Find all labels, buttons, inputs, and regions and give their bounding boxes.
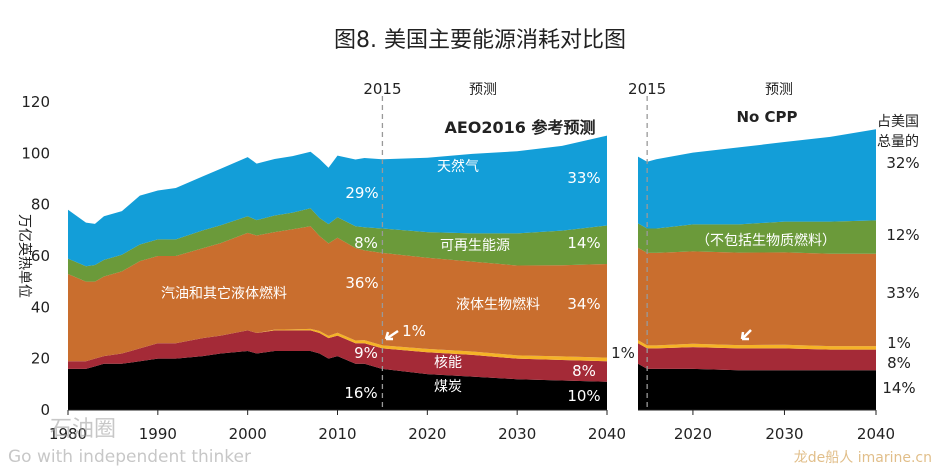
area-coal <box>68 350 607 410</box>
area-nuclear <box>638 343 876 371</box>
watermark-slogan: Go with independent thinker <box>8 447 251 467</box>
watermark-site: 龙de船人 imarine.cn <box>794 450 932 466</box>
end-share-renewables: 14% <box>567 234 600 252</box>
series-label-renewables: 可再生能源 <box>440 238 510 254</box>
projection-label: 预测 <box>469 82 497 98</box>
series-label-natural-gas: 天然气 <box>437 158 479 175</box>
y-axis: 0 20 40 60 80 100 120 <box>21 93 50 419</box>
area-natural-gas <box>68 135 607 267</box>
series-label-coal: 煤炭 <box>434 379 462 395</box>
end-share-renewables: 12% <box>886 226 919 244</box>
series-label-petroleum: 汽油和其它液体燃料 <box>161 285 287 302</box>
y-tick-label: 100 <box>21 144 50 162</box>
end-share-biofuels: 1% <box>887 334 911 352</box>
area-liquid-biofuels <box>68 328 607 362</box>
start-share-natural-gas: 29% <box>345 184 378 202</box>
series-label-nuclear: 核能 <box>434 355 462 371</box>
share-header-line2: 总量的 <box>877 134 919 150</box>
projection-label: 预测 <box>765 82 793 98</box>
start-share-biofuels: 1% <box>402 322 426 340</box>
arrow-icon <box>384 329 399 341</box>
end-share-petroleum: 33% <box>886 284 919 302</box>
x-tick-label: 2020 <box>408 425 446 443</box>
start-share-renewables: 8% <box>354 234 378 252</box>
start-share-coal: 16% <box>344 384 377 402</box>
y-axis-label: 万亿英热单位 <box>16 214 33 298</box>
panel-title: No CPP <box>736 108 797 126</box>
y-tick-label: 0 <box>40 401 50 419</box>
area-petroleum-liquids <box>638 247 876 347</box>
x-tick-label: 2000 <box>229 425 267 443</box>
area-renewables <box>638 220 876 254</box>
area-renewables <box>68 208 607 282</box>
y-tick-label: 60 <box>31 247 50 265</box>
end-share-natural-gas: 33% <box>567 169 600 187</box>
end-share-coal: 10% <box>567 387 600 405</box>
panel-title: AEO2016 参考预测 <box>444 118 595 137</box>
start-share-nuclear: 9% <box>354 344 378 362</box>
marker-year-label: 2015 <box>363 80 401 98</box>
y-tick-label: 120 <box>21 93 50 111</box>
y-tick-label: 80 <box>31 196 50 214</box>
series-label-biofuels: 液体生物燃料 <box>456 296 540 313</box>
end-share-biofuels: 34% <box>567 295 600 313</box>
area-petroleum-liquids <box>68 226 607 362</box>
watermark-logo-text: 石油圈 <box>50 417 116 442</box>
area-coal <box>638 363 876 410</box>
x-tick-label: 2010 <box>318 425 356 443</box>
chart-title: 图8. 美国主要能源消耗对比图 <box>334 28 626 53</box>
y-tick-label: 40 <box>31 298 50 316</box>
end-share-nuclear: 8% <box>887 354 911 372</box>
x-tick-label: 2030 <box>498 425 536 443</box>
area-liquid-biofuels <box>638 340 876 350</box>
marker-year-label: 2015 <box>628 80 666 98</box>
gap-share-label: 1% <box>611 344 635 362</box>
area-natural-gas <box>638 129 876 229</box>
watermarks: 石油圈 Go with independent thinker 龙de船人 im… <box>8 417 932 467</box>
share-header-line1: 占美国 <box>877 114 919 130</box>
y-tick-label: 20 <box>31 350 50 368</box>
panel-aeo2016-reference: 1980 1990 2000 2010 2020 2030 2040 2015 预测 AEO201… <box>49 80 626 443</box>
panel-no-cpp: 2020 2030 2040 2015 预测 No CPP （不包括生物质燃料） 占美国总量的… <box>628 80 920 443</box>
area-nuclear <box>68 330 607 382</box>
end-share-nuclear: 8% <box>572 362 596 380</box>
end-share-coal: 14% <box>882 379 915 397</box>
panel-note: （不包括生物质燃料） <box>696 232 836 249</box>
x-tick-label: 1990 <box>139 425 177 443</box>
x-tick-label: 2040 <box>588 425 626 443</box>
x-tick-label: 1980 <box>49 425 87 443</box>
x-tick-label: 2020 <box>674 425 712 443</box>
start-share-petroleum: 36% <box>345 274 378 292</box>
x-tick-label: 2040 <box>857 425 895 443</box>
arrow-icon <box>740 329 752 341</box>
end-share-natural-gas: 32% <box>886 154 919 172</box>
x-tick-label: 2030 <box>765 425 803 443</box>
